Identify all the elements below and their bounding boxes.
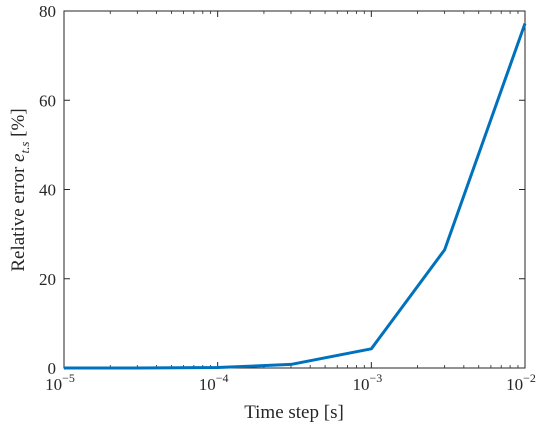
y-tick-label: 80 <box>39 2 56 21</box>
axes-box <box>63 10 526 369</box>
x-tick-label: 10−5 <box>45 371 75 394</box>
x-tick-label: 10−2 <box>506 371 536 394</box>
series-layer <box>64 22 527 370</box>
y-axis-label: Relative error et.s [%] <box>8 108 32 271</box>
y-tick-label: 20 <box>39 270 56 289</box>
y-tick-label: 40 <box>39 181 56 200</box>
x-axis-label: Time step [s] <box>244 402 344 423</box>
y-tick-label: 60 <box>39 91 56 110</box>
y-tick-label: 0 <box>48 359 57 378</box>
plot-area <box>63 10 526 369</box>
x-tick-label: 10−3 <box>352 371 382 394</box>
series-line <box>64 22 527 370</box>
y-axis-ticks: 0 20 40 60 80 <box>39 2 525 378</box>
x-tick-label: 10−4 <box>199 371 229 394</box>
